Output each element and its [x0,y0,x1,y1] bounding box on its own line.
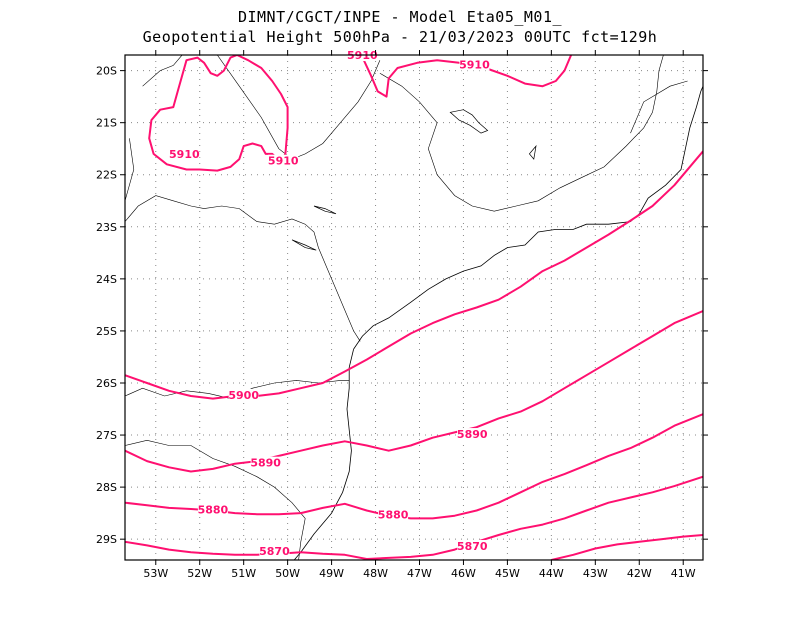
contour-label-bg [459,58,490,71]
lake [313,205,337,215]
contour-5910 [148,55,289,172]
contour-label: 5910 [459,58,490,71]
contour-label-bg [250,456,281,469]
contour-label: 5880 [198,504,229,517]
contour-label: 5910 [268,155,299,168]
contour-label: 5910 [169,148,200,161]
lon-tick-label: 52W [187,567,212,580]
map-title: DIMNT/CGCT/INPE - Model Eta05_M01_ [237,8,563,26]
lake [449,109,489,134]
lon-tick-label: 50W [275,567,300,580]
lon-tick-label: 42W [627,567,652,580]
lat-tick-label: 28S [96,481,117,494]
lake [291,239,317,251]
contour-label: 5900 [228,389,259,402]
contour-label-bg [457,539,488,552]
lat-tick-label: 24S [96,273,117,286]
map-subtitle: Geopotential Height 500hPa - 21/03/2023 … [142,28,658,46]
state-border [125,195,361,342]
contour-lines [125,55,703,560]
lon-tick-label: 48W [363,567,388,580]
contour-label-bg [268,154,299,167]
contour-label-bg [197,503,228,516]
contour-label-bg [378,508,409,521]
contour-label: 5890 [250,457,281,470]
lat-tick-label: 22S [96,169,117,182]
lon-tick-label: 43W [583,567,608,580]
lat-tick-label: 29S [96,533,117,546]
contour-label-bg [259,545,290,558]
state-border [142,55,183,87]
lon-tick-label: 41W [671,567,696,580]
state-border [125,439,306,560]
lake [528,144,537,160]
contour-label: 5870 [457,540,488,553]
contour-label-bg [457,428,488,441]
contour-label: 5890 [457,428,488,441]
contour-5870 [551,534,703,560]
contour-5890 [125,310,703,473]
lat-tick-label: 25S [96,325,117,338]
lon-tick-label: 47W [407,567,432,580]
contour-5870 [125,475,703,560]
plot-frame [124,54,704,561]
lat-tick-label: 27S [96,429,117,442]
lat-tick-label: 23S [96,221,117,234]
contour-5900 [125,150,703,400]
lon-tick-label: 46W [451,567,476,580]
contour-label-bg [228,389,259,402]
lon-tick-label: 51W [231,567,256,580]
state-border [630,80,688,134]
state-border [379,55,664,212]
contour-label-bg [169,147,200,160]
contour-label: 5870 [259,545,290,558]
geography [125,55,703,560]
axis-ticks: 53W 52W 51W 50W 49W 48W 47W 46W 45W 44W 43W 42W 41W 2… [96,50,708,580]
lon-tick-label: 44W [539,567,564,580]
state-border [125,138,135,201]
coastline [293,349,354,560]
lon-tick-label: 49W [319,567,344,580]
coastline [353,86,703,350]
lat-tick-label: 21S [96,117,117,130]
lon-tick-label: 53W [143,567,168,580]
lon-tick-label: 45W [495,567,520,580]
graticule [125,55,703,560]
contour-5910 [360,55,573,98]
contour-label: 5880 [378,509,409,522]
lat-tick-label: 26S [96,377,117,390]
state-border [217,55,381,160]
lat-tick-label: 20S [96,65,117,78]
